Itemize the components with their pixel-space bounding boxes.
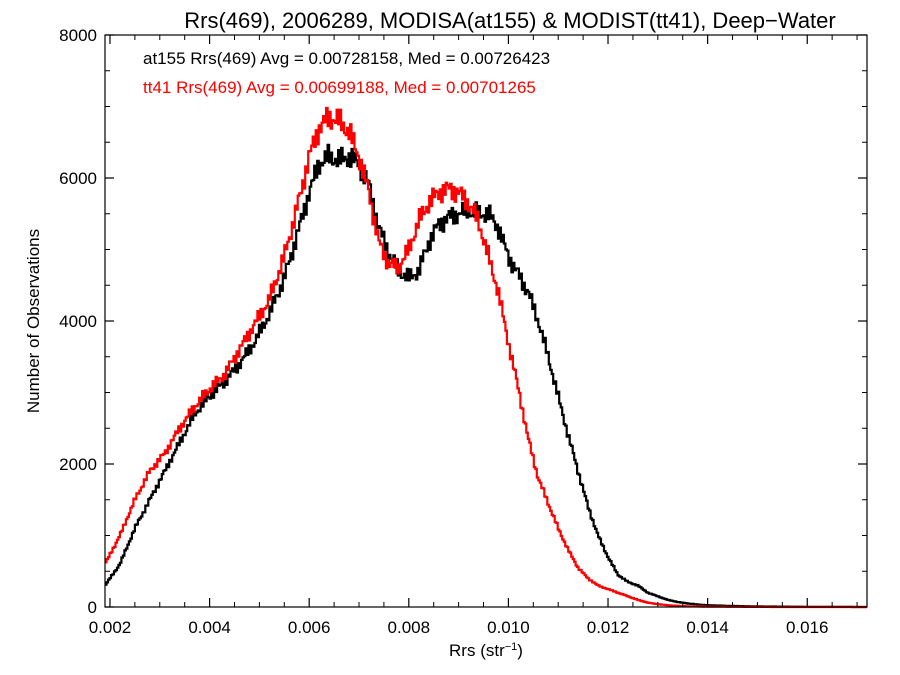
x-tick-label: 0.004 <box>188 618 231 637</box>
y-axis-label: Number of Observations <box>24 229 43 413</box>
x-tick-label: 0.002 <box>89 618 132 637</box>
x-tick-label: 0.008 <box>388 618 431 637</box>
x-tick-label: 0.012 <box>587 618 630 637</box>
x-axis: 0.002 0.004 0.006 0.008 0.010 0.012 0.014 0.016 <box>89 35 858 637</box>
y-axis: 0 2000 4000 6000 8000 <box>59 26 867 617</box>
series-line-0 <box>105 143 867 609</box>
legend-annotations: at155 Rrs(469) Avg = 0.00728158, Med = 0… <box>143 49 550 97</box>
chart-title: Rrs(469), 2006289, MODISA(at155) & MODIS… <box>184 8 835 33</box>
plot-frame <box>104 34 868 608</box>
y-tick-label: 8000 <box>59 26 97 45</box>
x-tick-label: 0.016 <box>786 618 829 637</box>
x-tick-label: 0.006 <box>288 618 331 637</box>
annotation-tt41: tt41 Rrs(469) Avg = 0.00699188, Med = 0.… <box>143 78 536 97</box>
annotation-at155: at155 Rrs(469) Avg = 0.00728158, Med = 0… <box>143 49 550 68</box>
x-tick-label: 0.010 <box>487 618 530 637</box>
series-layer <box>105 106 867 609</box>
y-tick-label: 4000 <box>59 312 97 331</box>
x-axis-label: Rrs (str−1) <box>449 641 523 660</box>
x-tick-label: 0.014 <box>686 618 729 637</box>
y-tick-label: 2000 <box>59 455 97 474</box>
y-tick-label: 0 <box>88 598 97 617</box>
y-tick-label: 6000 <box>59 169 97 188</box>
series-line-1 <box>105 106 867 609</box>
